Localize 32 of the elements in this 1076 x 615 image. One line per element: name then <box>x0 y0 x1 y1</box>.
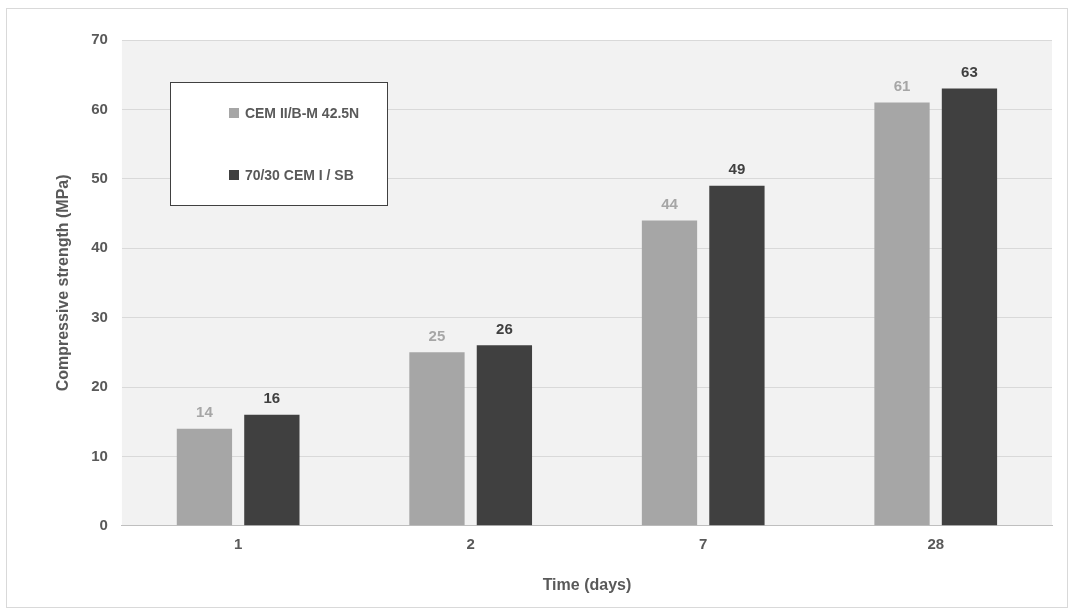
data-label: 26 <box>496 320 513 337</box>
x-tick-label: 7 <box>699 534 708 552</box>
y-tick-label: 50 <box>91 168 108 186</box>
data-label: 16 <box>263 389 281 407</box>
data-label: 25 <box>428 326 446 344</box>
y-tick-label: 70 <box>91 30 108 48</box>
x-axis-title: Time (days) <box>542 575 632 593</box>
legend-label: 70/30 CEM I / SB <box>244 167 354 183</box>
data-label: 63 <box>961 63 978 81</box>
data-label: 61 <box>893 77 911 95</box>
y-tick-label: 0 <box>99 515 108 533</box>
bar <box>941 88 998 526</box>
x-tick-label: 28 <box>927 534 945 552</box>
y-tick-label: 30 <box>91 307 108 325</box>
bar <box>409 352 465 526</box>
bar <box>709 185 765 526</box>
y-tick-label: 20 <box>91 377 108 395</box>
data-label: 14 <box>196 403 214 421</box>
x-tick-label: 2 <box>466 534 475 552</box>
bar <box>874 102 930 526</box>
y-axis-title: Compressive strength (MPa) <box>54 174 72 392</box>
bar <box>244 414 300 526</box>
data-label: 49 <box>728 160 746 178</box>
y-tick-label: 10 <box>91 446 108 464</box>
y-tick-label: 40 <box>91 238 108 256</box>
bar <box>176 428 233 526</box>
data-label: 44 <box>661 195 679 213</box>
bar <box>641 220 698 526</box>
bar <box>476 345 533 526</box>
y-tick-label: 60 <box>91 99 108 117</box>
legend-label: CEM II/B-M 42.5N <box>244 105 360 121</box>
x-tick-label: 1 <box>233 534 243 552</box>
